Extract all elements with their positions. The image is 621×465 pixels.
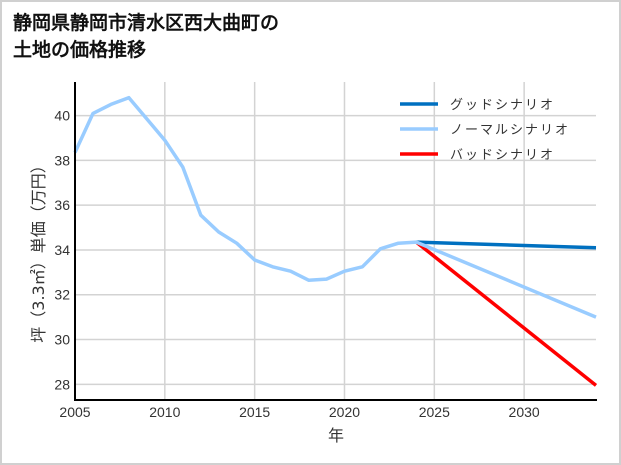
y-tick-label: 32 xyxy=(54,287,70,303)
x-tick-label: 2010 xyxy=(149,404,180,420)
y-tick-label: 40 xyxy=(54,108,70,124)
y-tick-label: 28 xyxy=(54,376,70,392)
legend-label: バッドシナリオ xyxy=(450,148,555,163)
x-tick-labels: 2005 2010 2015 2020 2025 2030 xyxy=(59,404,539,420)
x-tick-label: 2030 xyxy=(509,404,540,420)
series-line xyxy=(73,95,597,319)
x-tick-label: 2015 xyxy=(239,404,270,420)
chart-title: 静岡県静岡市清水区西大曲町の 土地の価格推移 xyxy=(13,12,280,61)
x-tick-label: 2020 xyxy=(329,404,360,420)
grid-lines xyxy=(74,82,596,400)
x-axis-label: 年 xyxy=(328,426,344,445)
y-tick-label: 34 xyxy=(54,242,70,258)
y-tick-label: 36 xyxy=(54,197,70,213)
x-tick-label: 2005 xyxy=(59,404,90,420)
legend-label: ノーマルシナリオ xyxy=(450,123,570,138)
y-tick-label: 30 xyxy=(54,332,70,348)
y-tick-labels: 28 30 32 34 36 38 40 xyxy=(54,108,70,393)
series-lines xyxy=(73,95,598,387)
x-tick-label: 2025 xyxy=(419,404,450,420)
series-line xyxy=(416,240,597,250)
legend-label: グッドシナリオ xyxy=(450,98,555,113)
y-axis-label: 坪（3.3㎡）単価（万円） xyxy=(29,157,48,342)
series-line xyxy=(415,240,598,387)
y-tick-label: 38 xyxy=(54,152,70,168)
axes xyxy=(74,82,597,401)
